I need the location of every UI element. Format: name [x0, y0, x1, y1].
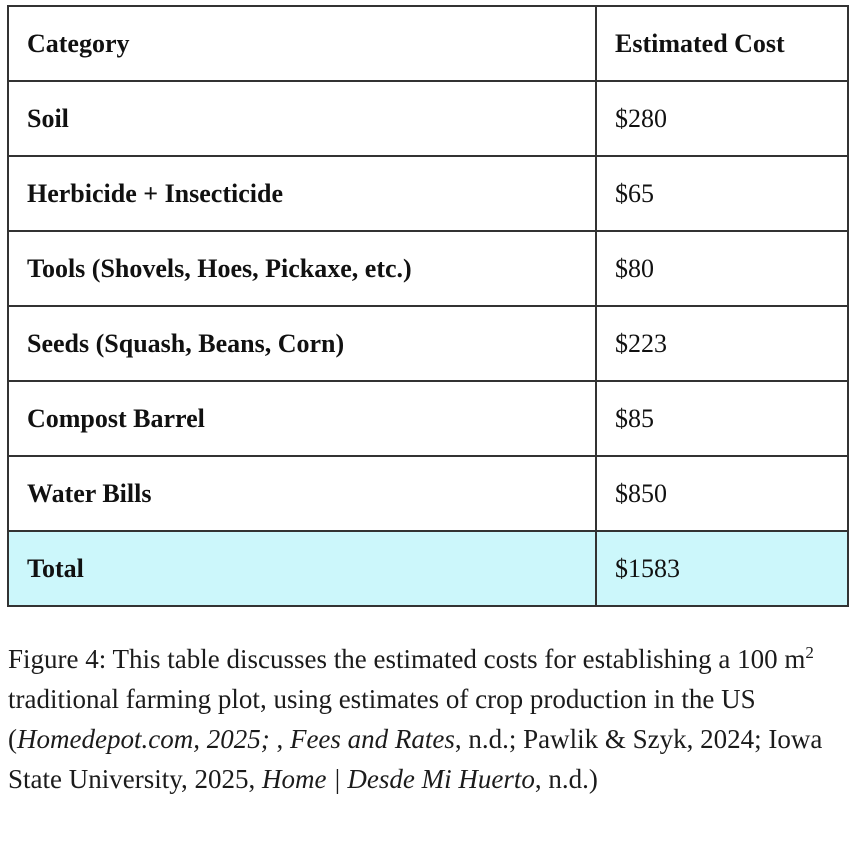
- total-row: Total $1583: [7, 530, 849, 607]
- table-row: Water Bills $850: [7, 455, 849, 532]
- caption-superscript: 2: [805, 643, 814, 662]
- header-cell-category: Category: [7, 5, 597, 82]
- category-cell: Tools (Shovels, Hoes, Pickaxe, etc.): [7, 230, 597, 307]
- cost-cell: $280: [595, 80, 849, 157]
- table-row: Herbicide + Insecticide $65: [7, 155, 849, 232]
- citation-italic: Fees and Rates: [289, 724, 455, 754]
- table-row: Soil $280: [7, 80, 849, 157]
- caption-text: ,: [269, 724, 290, 754]
- category-cell: Herbicide + Insecticide: [7, 155, 597, 232]
- cost-cell: $223: [595, 305, 849, 382]
- caption-text: traditional farming plot, using estimate…: [8, 684, 756, 754]
- total-cost-cell: $1583: [595, 530, 849, 607]
- category-cell: Water Bills: [7, 455, 597, 532]
- table-header-row: Category Estimated Cost: [7, 5, 849, 82]
- caption-text: Figure 4: This table discusses the estim…: [8, 644, 806, 674]
- citation-italic: Homedepot.com, 2025;: [17, 724, 270, 754]
- figure-caption: Figure 4: This table discusses the estim…: [8, 639, 850, 799]
- cost-table: Category Estimated Cost Soil $280 Herbic…: [7, 5, 849, 607]
- cost-cell: $850: [595, 455, 849, 532]
- category-cell: Compost Barrel: [7, 380, 597, 457]
- table-row: Seeds (Squash, Beans, Corn) $223: [7, 305, 849, 382]
- caption-text: , n.d.): [534, 764, 598, 794]
- table-row: Tools (Shovels, Hoes, Pickaxe, etc.) $80: [7, 230, 849, 307]
- cost-cell: $80: [595, 230, 849, 307]
- category-cell: Seeds (Squash, Beans, Corn): [7, 305, 597, 382]
- caption-text: , n.d.; Pawlik & Szyk, 2024; Iowa State …: [8, 724, 823, 794]
- total-label-cell: Total: [7, 530, 597, 607]
- citation-italic: Home | Desde Mi Huerto: [261, 764, 535, 794]
- header-cell-estimated-cost: Estimated Cost: [595, 5, 849, 82]
- cost-cell: $65: [595, 155, 849, 232]
- cost-cell: $85: [595, 380, 849, 457]
- table-row: Compost Barrel $85: [7, 380, 849, 457]
- category-cell: Soil: [7, 80, 597, 157]
